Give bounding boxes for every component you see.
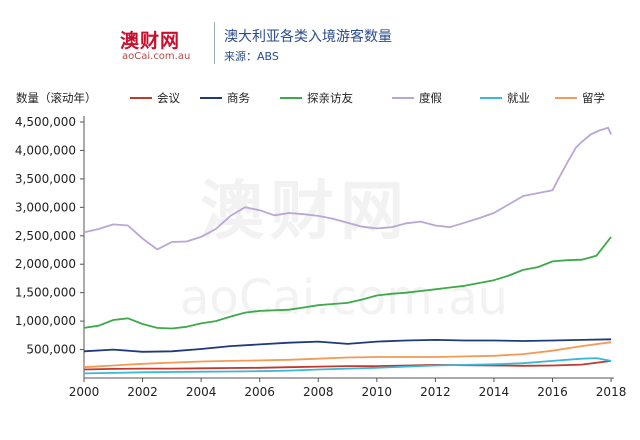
legend-label: 探亲访友: [307, 91, 353, 105]
y-tick-label: 4,500,000: [15, 115, 76, 129]
x-tick-label: 2004: [186, 385, 217, 399]
series-line-6: [83, 341, 612, 369]
chart-title: 澳大利亚各类入境游客数量: [224, 29, 392, 45]
legend-swatch: [280, 97, 302, 99]
y-tick-label: 2,000,000: [15, 257, 76, 271]
y-axis-label: 数量（滚动年）: [16, 91, 97, 105]
legend-label: 留学: [582, 91, 605, 105]
x-tick-label: 2018: [596, 385, 627, 399]
y-tick-label: 3,500,000: [15, 172, 76, 186]
y-tick-label: 3,000,000: [15, 200, 76, 214]
brand-logo: 澳财网 aoCai.com.au: [120, 26, 200, 66]
y-tick-label: 1,000,000: [15, 314, 76, 328]
legend-swatch: [392, 97, 414, 99]
series-line-1: [83, 360, 612, 371]
logo-main-text: 澳财网: [120, 30, 181, 52]
legend-swatch: [480, 97, 502, 99]
x-tick-label: 2012: [420, 385, 451, 399]
x-tick-label: 2014: [479, 385, 510, 399]
x-tick-label: 2006: [244, 385, 275, 399]
header-divider: [214, 22, 215, 64]
x-tick-label: 2000: [69, 385, 100, 399]
legend-swatch: [200, 97, 222, 99]
series-line-3: [83, 236, 612, 330]
legend-swatch: [130, 97, 152, 99]
legend-label: 商务: [227, 91, 250, 105]
x-tick-label: 2016: [537, 385, 568, 399]
x-tick-label: 2002: [127, 385, 158, 399]
y-tick-label: 500,000: [26, 343, 76, 357]
series-line-4: [83, 126, 612, 251]
y-tick-label: 2,500,000: [15, 229, 76, 243]
x-tick-label: 2010: [362, 385, 393, 399]
x-tick-label: 2008: [303, 385, 334, 399]
series-line-2: [83, 338, 612, 353]
legend-label: 就业: [507, 91, 530, 105]
series-line-5: [83, 357, 612, 375]
legend-label: 会议: [157, 91, 180, 105]
y-tick-label: 1,500,000: [15, 286, 76, 300]
legend-label: 度假: [419, 91, 442, 105]
legend-swatch: [555, 97, 577, 99]
chart-source: 来源：ABS: [224, 50, 279, 63]
y-tick-label: 4,000,000: [15, 143, 76, 157]
logo-sub-text: aoCai.com.au: [122, 51, 191, 62]
